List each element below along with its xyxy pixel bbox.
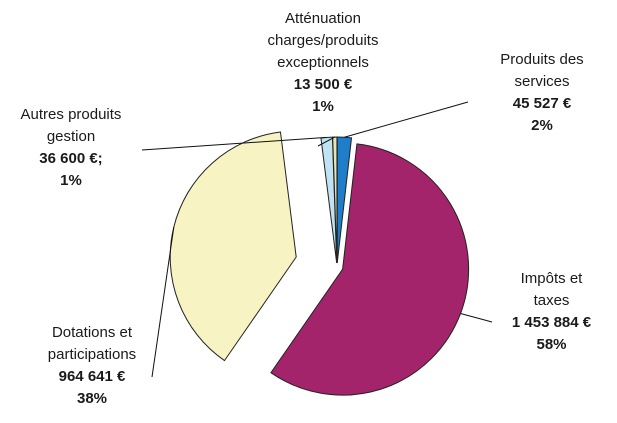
leader-lines (141, 101, 493, 378)
label-services: Produits des services 45 527 € 2% (472, 49, 612, 137)
label-impots-line2: taxes (533, 292, 570, 309)
label-services-percent: 2% (531, 117, 553, 134)
label-autres-value: 36 600 €; (39, 150, 103, 167)
label-services-line2: services (514, 73, 570, 90)
leader-dotations (151, 226, 175, 378)
label-attenuation: Atténuation charges/produits exceptionne… (248, 8, 398, 118)
label-dotations: Dotations et participations 964 641 € 38… (22, 322, 162, 410)
label-dotations-line2: participations (47, 346, 137, 363)
slice-impots-taxes (270, 143, 470, 396)
label-dotations-value: 964 641 € (58, 368, 126, 385)
label-dotations-line1: Dotations et (51, 324, 133, 341)
leader-services (344, 101, 469, 138)
leader-attenuation (317, 136, 336, 147)
slice-dotations (169, 131, 297, 362)
label-attenuation-value: 13 500 € (293, 76, 353, 93)
label-autres-line2: gestion (46, 128, 96, 145)
label-autres-percent: 1% (60, 172, 82, 189)
label-attenuation-line2: charges/produits (267, 32, 379, 49)
label-services-value: 45 527 € (512, 95, 572, 112)
label-attenuation-percent: 1% (312, 98, 334, 115)
label-dotations-percent: 38% (76, 390, 108, 407)
label-impots-percent: 58% (536, 336, 567, 353)
label-attenuation-line1: Atténuation (285, 10, 361, 27)
label-services-line1: Produits des (500, 51, 584, 68)
leader-impots (460, 312, 493, 323)
label-impots-line1: Impôts et (520, 270, 583, 287)
label-autres: Autres produits gestion 36 600 €; 1% (0, 104, 142, 192)
label-impots-value: 1 453 884 € (511, 314, 592, 331)
pie-slices (169, 131, 470, 396)
label-autres-line1: Autres produits (20, 106, 122, 123)
label-attenuation-line3: exceptionnels (277, 54, 369, 71)
label-impots: Impôts et taxes 1 453 884 € 58% (486, 268, 617, 356)
slice-attenuation (332, 136, 338, 264)
leader-autres (141, 136, 327, 151)
